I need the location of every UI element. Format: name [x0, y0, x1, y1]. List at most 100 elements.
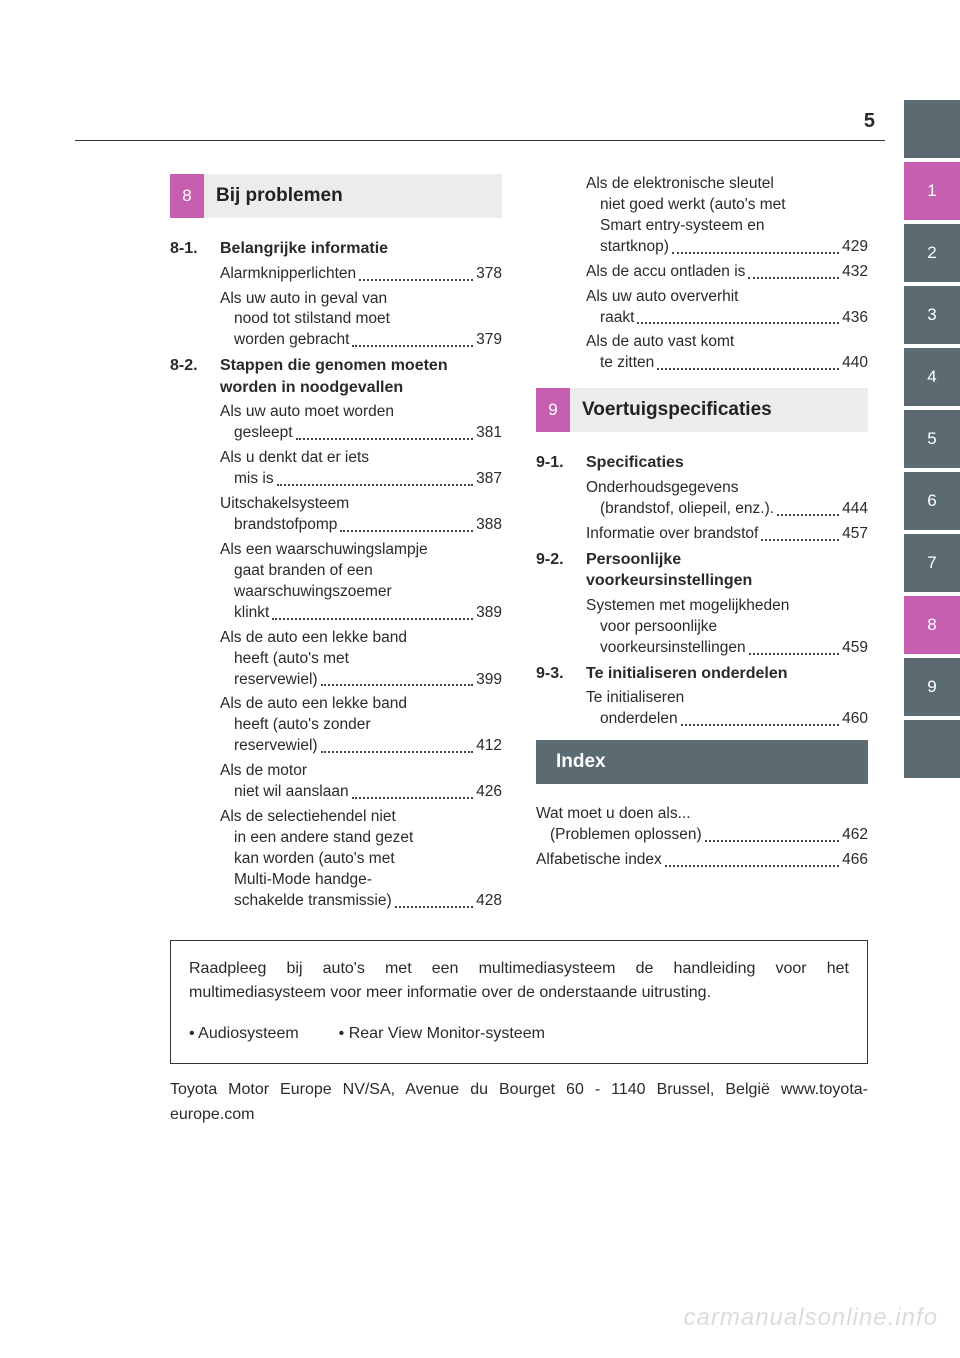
footer-line: Toyota Motor Europe NV/SA, Avenue du Bou…: [170, 1078, 868, 1128]
side-tab-9: 9: [904, 658, 960, 716]
toc-entry-text: (brandstof, oliepeil, enz.).: [586, 499, 774, 520]
toc-section: 8-2.Stappen die genomen moetenworden in …: [170, 355, 502, 911]
toc-entry-page: 440: [842, 353, 868, 374]
toc-entry-text: brandstofpomp: [220, 515, 337, 536]
toc-entry-page: 381: [476, 423, 502, 444]
toc-entry-text: schakelde transmissie): [220, 891, 392, 912]
watermark: carmanualsonline.info: [684, 1304, 938, 1332]
toc-entry-text: startknop): [586, 237, 669, 258]
index-bar: Index: [536, 740, 868, 784]
leader-dots: [352, 797, 474, 799]
toc-entry-text: Als uw auto moet worden: [220, 402, 394, 423]
toc-entry-page: 378: [476, 264, 502, 285]
toc-entry-text: worden gebracht: [220, 330, 349, 351]
chapter-8-title: Bij problemen: [204, 174, 502, 218]
toc-entry-page: 428: [476, 891, 502, 912]
leader-dots: [395, 906, 473, 908]
toc-entry-page: 387: [476, 469, 502, 490]
chapter-9-bar: 9 Voertuigspecificaties: [536, 388, 868, 432]
footer-bullet-2: Rear View Monitor-systeem: [339, 1022, 545, 1047]
toc-entry-text: reservewiel): [220, 670, 318, 691]
page: 5 8 Bij problemen 8-1.Belangrijke inform…: [0, 0, 960, 1358]
toc-entry-text: Als een waarschuwingslampje: [220, 540, 428, 561]
toc-entry-text: klinkt: [220, 603, 269, 624]
leader-dots: [352, 345, 473, 347]
toc-entry-text: waarschuwingszoemer: [220, 582, 392, 603]
toc-entry: Als een waarschuwingslampjegaat branden …: [220, 540, 502, 624]
toc-entry-page: 379: [476, 330, 502, 351]
side-tabs: 123456789: [904, 100, 960, 782]
footer-box-text: Raadpleeg bij auto's met een multimedias…: [189, 957, 849, 1007]
toc-entry: Informatie over brandstof457: [586, 524, 868, 545]
toc-section-num: 9-1.: [536, 452, 576, 474]
toc-section: 9-1.Specificaties Onderhoudsgegevens(bran…: [536, 452, 868, 544]
side-tab-3: 3: [904, 286, 960, 344]
toc-section-head: 9-1.Specificaties: [536, 452, 868, 474]
toc-entry: Systemen met mogelijkhedenvoor persoonli…: [586, 596, 868, 659]
toc-section: 8-1.Belangrijke informatieAlarmknipperli…: [170, 238, 502, 351]
page-number: 5: [864, 110, 875, 133]
toc-entry-text: Als de elektronische sleutel: [586, 174, 774, 195]
toc-entry: Als de elektronische sleutelniet goed we…: [586, 174, 868, 258]
toc-section-title: Persoonlijkevoorkeursinstellingen: [586, 549, 868, 592]
leader-dots: [777, 514, 839, 516]
toc-entry-page: 462: [842, 825, 868, 846]
toc-entry-page: 460: [842, 709, 868, 730]
leader-dots: [321, 684, 474, 686]
side-tab-blank: [904, 100, 960, 158]
toc-entry-page: 429: [842, 237, 868, 258]
toc-entry: Als u denkt dat er ietsmis is 387: [220, 448, 502, 490]
toc-entry-text: raakt: [586, 308, 634, 329]
footer-bullet-1: Audiosysteem: [189, 1022, 299, 1047]
toc-entry-text: Multi-Mode handge-: [220, 870, 372, 891]
leader-dots: [748, 277, 839, 279]
toc-entry-text: Alarmknipperlichten: [220, 264, 356, 285]
toc-entry: Als de auto een lekke bandheeft (auto's …: [220, 694, 502, 757]
toc-section-head: 9-3.Te initialiseren onderdelen: [536, 663, 868, 685]
toc-entry-text: heeft (auto's zonder: [220, 715, 371, 736]
toc-entry: Onderhoudsgegevens(brandstof, oliepeil, …: [586, 478, 868, 520]
leader-dots: [657, 368, 839, 370]
toc-entry-text: niet goed werkt (auto's met: [586, 195, 786, 216]
toc-entry-text: Als u denkt dat er iets: [220, 448, 369, 469]
toc-entry-text: niet wil aanslaan: [220, 782, 349, 803]
toc-entry-text: te zitten: [586, 353, 654, 374]
toc-entry-text: Als uw auto in geval van: [220, 289, 387, 310]
toc-entry: Als uw auto in geval vannood tot stilsta…: [220, 289, 502, 352]
chapter-9-num: 9: [536, 388, 570, 432]
toc-entry: Als uw auto moet wordengesleept 381: [220, 402, 502, 444]
chapter-8-bar: 8 Bij problemen: [170, 174, 502, 218]
right-top-entries: Als de elektronische sleutelniet goed we…: [536, 174, 868, 374]
toc-entry-text: kan worden (auto's met: [220, 849, 395, 870]
toc-entry-text: Informatie over brandstof: [586, 524, 758, 545]
leader-dots: [296, 438, 474, 440]
toc-section-title: Te initialiseren onderdelen: [586, 663, 868, 685]
footer-bullets: Audiosysteem Rear View Monitor-systeem: [189, 1022, 849, 1047]
toc-entry: Als de auto vast komtte zitten440: [586, 332, 868, 374]
side-tab-8: 8: [904, 596, 960, 654]
toc-entry-text: in een andere stand gezet: [220, 828, 413, 849]
toc-entry: Als de motorniet wil aanslaan426: [220, 761, 502, 803]
toc-entry: Alfabetische index466: [536, 850, 868, 871]
side-tab-1: 1: [904, 162, 960, 220]
toc-entry-text: Onderhoudsgegevens: [586, 478, 739, 499]
leader-dots: [761, 539, 839, 541]
toc-entry-text: voorkeursinstellingen: [586, 638, 746, 659]
chapter-9-title: Voertuigspecificaties: [570, 388, 868, 432]
toc-entry-page: 399: [476, 670, 502, 691]
toc-entry: Alarmknipperlichten 378: [220, 264, 502, 285]
toc-entry-page: 388: [476, 515, 502, 536]
toc-section-title: Stappen die genomen moetenworden in nood…: [220, 355, 502, 398]
toc-entry-text: Alfabetische index: [536, 850, 662, 871]
toc-entry-text: gesleept: [220, 423, 293, 444]
toc-entry-text: Als de auto een lekke band: [220, 628, 407, 649]
side-tab-4: 4: [904, 348, 960, 406]
toc-entry-text: mis is: [220, 469, 274, 490]
leader-dots: [672, 252, 839, 254]
toc-entry-page: 426: [476, 782, 502, 803]
toc-entry-text: Uitschakelsysteem: [220, 494, 349, 515]
toc-section: 9-3.Te initialiseren onderdelenTe initia…: [536, 663, 868, 730]
index-entries: Wat moet u doen als...(Problemen oplosse…: [536, 804, 868, 871]
toc-entry: Als uw auto oververhitraakt436: [586, 287, 868, 329]
toc-entry-text: nood tot stilstand moet: [220, 309, 390, 330]
